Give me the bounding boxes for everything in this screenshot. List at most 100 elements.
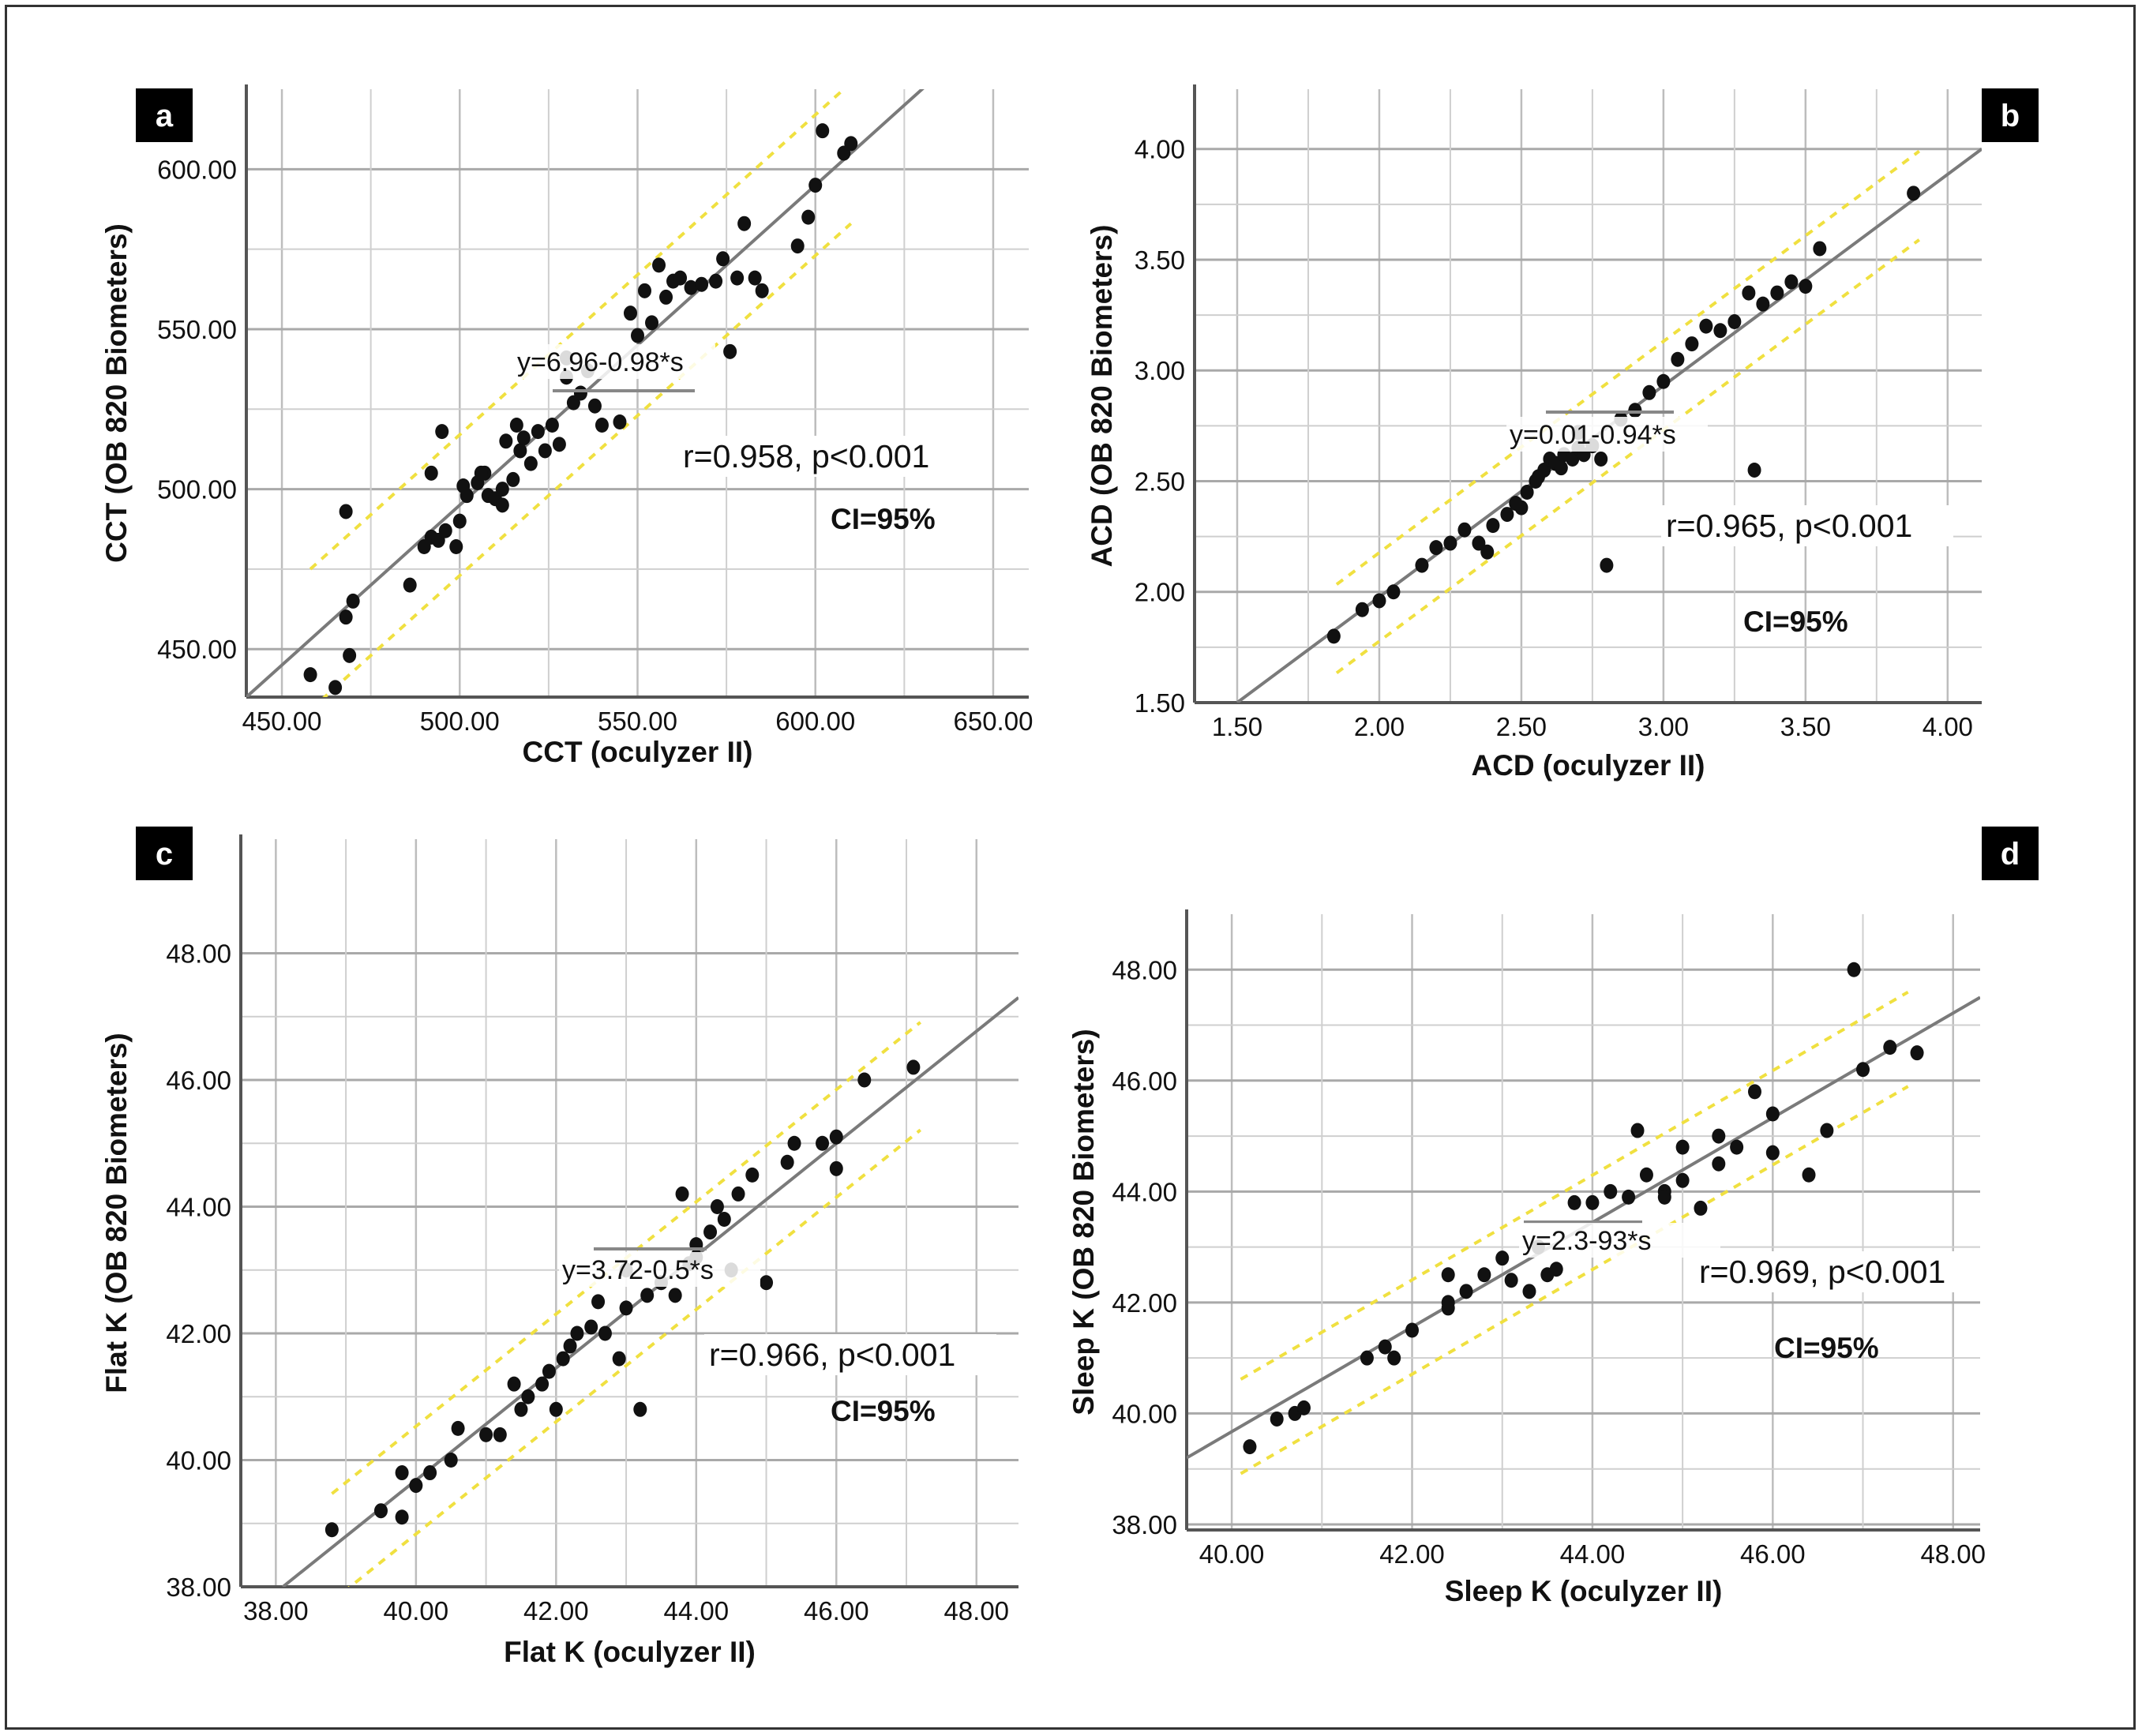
panel-a-point-49 — [716, 251, 730, 267]
panel-c-x-tick-label-2: 42.00 — [523, 1596, 589, 1625]
panel-b-point-19 — [1566, 451, 1580, 467]
panel-c-point-34 — [780, 1154, 794, 1170]
panel-b-point-31 — [1699, 318, 1713, 334]
panel-a-point-57 — [808, 178, 823, 193]
panel-d-point-13 — [1504, 1273, 1518, 1288]
panel-a-point-39 — [631, 328, 644, 343]
panel-a-x-tick-label-3: 600.00 — [775, 707, 855, 736]
panel-a-stat-label-bg — [678, 436, 970, 477]
panel-a-point-26 — [531, 424, 545, 440]
panel-d-point-39 — [1657, 1189, 1671, 1205]
panel-d-point-22 — [1639, 1167, 1653, 1183]
panel-a-point-21 — [506, 471, 520, 487]
panel-d-fit-label: y=2.3-93*s — [1522, 1226, 1652, 1256]
panel-a-point-53 — [748, 270, 762, 286]
panel-c-point-13 — [535, 1376, 550, 1392]
panel-c-point-32 — [745, 1167, 760, 1183]
panel-d-stat-label-bg — [1694, 1251, 1986, 1292]
panel-c-y-tick-label-1: 40.00 — [166, 1445, 231, 1475]
panel-a-point-54 — [755, 283, 769, 298]
panel-b-point-35 — [1747, 462, 1761, 478]
panel-d-y-tick-label-1: 40.00 — [1112, 1399, 1177, 1428]
panel-c-point-3 — [395, 1465, 409, 1481]
panel-c-fit-label-bg — [559, 1252, 760, 1287]
panel-d-point-35 — [1883, 1040, 1897, 1055]
panel-a-x-tick-label-2: 550.00 — [598, 707, 677, 736]
panel-b-point-36 — [1756, 296, 1770, 312]
panel-b-x-tick-label-2: 2.50 — [1496, 712, 1547, 741]
panel-d-point-21 — [1630, 1123, 1645, 1138]
panel-c-point-14 — [542, 1363, 556, 1379]
panel-d-point-40 — [1540, 1267, 1555, 1283]
panel-d-point-17 — [1567, 1194, 1581, 1210]
panel-b-ci-lower-line — [1335, 238, 1921, 675]
panel-d-point-12 — [1495, 1250, 1510, 1266]
panel-d-point-20 — [1622, 1189, 1636, 1205]
panel-a-y-tick-label-1: 500.00 — [157, 475, 237, 504]
panel-a-point-52 — [737, 216, 752, 231]
panel-a-point-20 — [499, 433, 513, 449]
panel-c-point-40 — [906, 1059, 921, 1075]
panel-b-y-axis-label: ACD (OB 820 Biometers) — [1086, 225, 1118, 568]
panel-b-point-4 — [1415, 557, 1429, 573]
panel-a-ci-lower-line — [322, 222, 853, 697]
panel-c-fit-label: y=3.72-0.5*s — [562, 1255, 714, 1285]
panel-b-point-34 — [1742, 285, 1756, 301]
panel-a-x-axis-label: CCT (oculyzer II) — [523, 736, 753, 768]
panel-b-y-tick-label-3: 3.00 — [1135, 356, 1185, 385]
panel-c-point-9 — [493, 1427, 507, 1442]
panel-b-x-tick-label-5: 4.00 — [1923, 712, 1973, 741]
panel-b-x-tick-label-4: 3.50 — [1780, 712, 1831, 741]
panel-b-point-3 — [1386, 584, 1401, 600]
panel-b-point-42 — [1509, 496, 1523, 512]
panel-a-point-63 — [435, 424, 449, 440]
panel-a-point-14 — [456, 478, 471, 494]
panel-b-point-1 — [1355, 602, 1369, 617]
panel-b-y-tick-label-4: 3.50 — [1135, 246, 1185, 275]
panel-d-point-9 — [1441, 1267, 1455, 1283]
panel-a-x-tick-label-4: 650.00 — [953, 707, 1033, 736]
panel-c-point-35 — [787, 1135, 801, 1151]
panel-b-x-tick-label-0: 1.50 — [1212, 712, 1262, 741]
panel-d-point-6 — [1387, 1350, 1401, 1366]
panel-d-point-1 — [1270, 1411, 1284, 1427]
panel-b-point-39 — [1799, 279, 1813, 294]
panel-d-y-tick-label-2: 42.00 — [1112, 1288, 1177, 1318]
panel-c-point-11 — [514, 1401, 528, 1417]
panel-b-point-0 — [1326, 628, 1341, 644]
panel-c-point-33 — [760, 1275, 774, 1291]
panel-d-y-tick-label-5: 48.00 — [1112, 955, 1177, 984]
panel-a-point-29 — [552, 437, 566, 452]
panel-b-fit-label-bg — [1506, 417, 1708, 452]
panel-a-label-badge — [136, 88, 193, 142]
panel-b-x-axis-label: ACD (oculyzer II) — [1471, 749, 1705, 782]
panel-c-y-tick-label-4: 46.00 — [166, 1066, 231, 1095]
panel-a-point-42 — [652, 257, 666, 273]
panel-a-point-60 — [844, 136, 858, 152]
panel-a-point-62 — [495, 482, 509, 497]
panel-b-y-tick-label-1: 2.00 — [1135, 578, 1185, 607]
panel-c-x-tick-label-4: 46.00 — [804, 1596, 869, 1625]
panel-a-point-47 — [695, 276, 709, 292]
panel-d-y-tick-label-0: 38.00 — [1112, 1510, 1177, 1539]
figure-frame — [5, 5, 2136, 1730]
panel-b-point-41 — [1907, 186, 1921, 201]
panel-c-point-19 — [584, 1319, 598, 1335]
panel-b-stat-label: r=0.965, p<0.001 — [1666, 508, 1912, 544]
panel-c-point-37 — [829, 1160, 843, 1176]
panel-b-ci-upper-line — [1335, 149, 1921, 586]
panel-a-point-2 — [343, 647, 357, 663]
panel-c-point-4 — [409, 1478, 423, 1494]
panel-a-point-5 — [339, 504, 353, 519]
panel-c-point-7 — [451, 1420, 465, 1436]
panel-a-point-64 — [424, 465, 438, 481]
panel-c-point-17 — [563, 1338, 577, 1354]
panel-b-point-38 — [1784, 274, 1799, 290]
panel-c-point-42 — [710, 1198, 724, 1214]
panel-a-y-tick-label-0: 450.00 — [157, 635, 237, 664]
panel-a-point-61 — [474, 465, 488, 481]
panel-c-y-tick-label-0: 38.00 — [166, 1573, 231, 1602]
panel-d-point-37 — [1675, 1139, 1690, 1155]
panel-d-x-tick-label-1: 42.00 — [1379, 1539, 1445, 1569]
panel-c-x-tick-label-3: 44.00 — [664, 1596, 730, 1625]
